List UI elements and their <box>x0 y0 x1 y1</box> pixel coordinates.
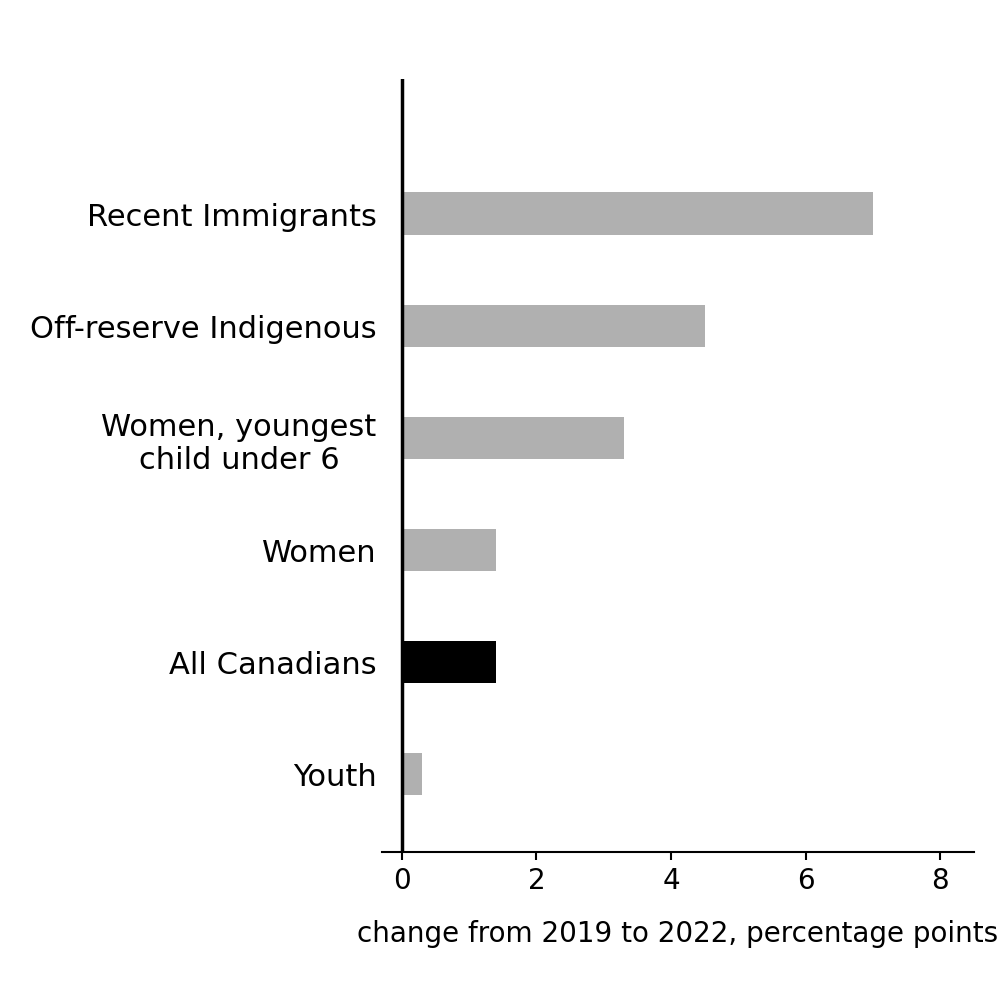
Bar <box>401 305 704 348</box>
Bar <box>401 194 872 236</box>
Bar <box>401 753 421 795</box>
Bar <box>401 641 495 683</box>
Bar <box>401 417 623 459</box>
X-axis label: change from 2019 to 2022, percentage points: change from 2019 to 2022, percentage poi… <box>357 919 997 947</box>
Bar <box>401 529 495 572</box>
